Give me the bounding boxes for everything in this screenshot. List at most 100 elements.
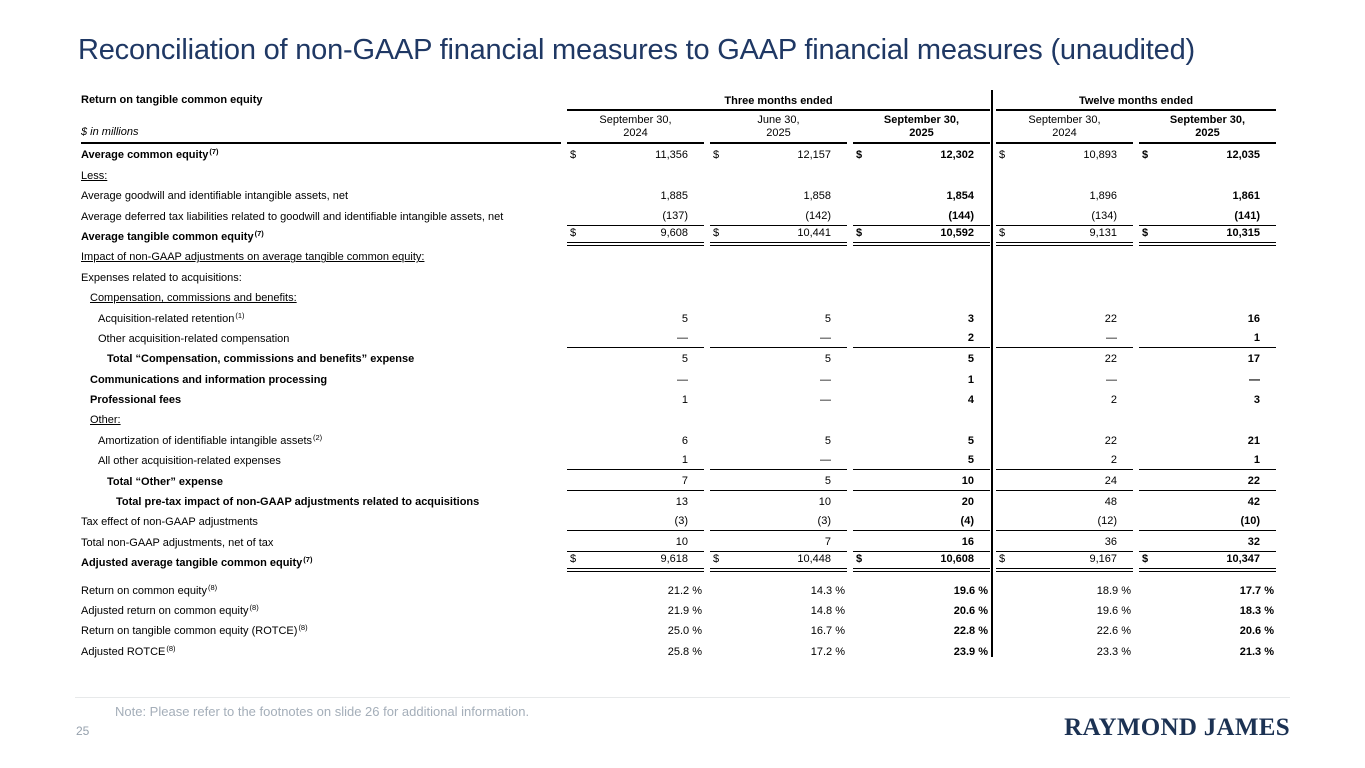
row-label: Communications and information processin… (90, 373, 328, 386)
value-cell (710, 426, 847, 429)
value-cell: $11,356 (570, 149, 688, 162)
row-label: Professional fees (90, 394, 182, 407)
row-label: Adjusted average tangible common equity(… (81, 555, 313, 570)
table-vertical-divider (991, 90, 993, 657)
value-cell: 13 (675, 496, 688, 509)
value-cell: $10,441 (710, 227, 847, 246)
value-cell: 25.0 % (667, 625, 702, 638)
value-cell (710, 263, 847, 266)
table-row: Adjusted average tangible common equity(… (81, 552, 1276, 573)
value-cell: 10 (818, 496, 831, 509)
table-row: Average common equity(7) $11,356 $12,157 $1… (81, 144, 1276, 164)
value-cell: 2 (853, 332, 990, 348)
value-cell: — (677, 373, 688, 386)
table-row: Amortization of identifiable intangible … (81, 429, 1276, 449)
table-row: Average deferred tax liabilities related… (81, 205, 1276, 226)
value-cell (1139, 263, 1276, 266)
value-cell: 20.6 % (953, 604, 988, 617)
currency-symbol: $ (999, 553, 1006, 566)
row-label: Less: (81, 169, 108, 182)
value-cell: 16.7 % (810, 625, 845, 638)
value-cell (853, 182, 990, 185)
value-cell: 1,861 (1232, 190, 1260, 203)
value-cell: 7 (567, 475, 704, 491)
value-cell: 10 (853, 475, 990, 491)
value-cell: 19.6 % (1096, 604, 1131, 617)
table-row: Compensation, commissions and benefits: (81, 287, 1276, 307)
page-title: Reconciliation of non-GAAP financial mea… (78, 34, 1195, 66)
value-cell: 5 (824, 353, 831, 366)
value-cell: — (710, 454, 847, 471)
value-cell: $9,167 (996, 553, 1133, 573)
value-cell: (142) (710, 210, 847, 226)
value-cell (996, 304, 1133, 307)
value-cell: 32 (1139, 536, 1276, 552)
value-cell: $12,157 (713, 149, 831, 162)
row-label: Acquisition-related retention(1) (98, 310, 245, 325)
value-cell: (4) (853, 515, 990, 532)
value-cell (567, 426, 704, 429)
currency-symbol: $ (1142, 149, 1149, 162)
value-cell (996, 263, 1133, 266)
value-cell: 5 (824, 312, 831, 325)
row-label: Total “Compensation, commissions and ben… (107, 353, 415, 366)
value-cell: 14.3 % (810, 584, 845, 597)
value-cell: 2 (996, 454, 1133, 471)
unit-label: $ in millions (81, 126, 561, 144)
row-label: Impact of non-GAAP adjustments on averag… (81, 251, 425, 264)
value-cell (1139, 426, 1276, 429)
row-label: Other acquisition-related compensation (98, 332, 290, 345)
table-row: Average goodwill and identifiable intang… (81, 185, 1276, 205)
value-cell: $9,608 (567, 227, 704, 246)
currency-symbol: $ (999, 226, 1006, 239)
footer-divider (75, 697, 1290, 698)
value-cell: $10,893 (999, 149, 1117, 162)
value-cell: 21 (1247, 434, 1260, 447)
value-cell: 7 (710, 536, 847, 552)
value-cell: (10) (1139, 515, 1276, 532)
table-row: Other acquisition-related compensation — —… (81, 328, 1276, 348)
value-cell (996, 426, 1133, 429)
currency-symbol: $ (570, 226, 577, 239)
value-cell: 22 (1139, 475, 1276, 491)
value-cell (853, 426, 990, 429)
column-header: September 30, 2025 (853, 114, 990, 144)
reconciliation-table: Return on tangible common equity Three m… (81, 90, 1276, 661)
value-cell: 5 (853, 454, 990, 471)
table-row: Total pre-tax impact of non-GAAP adjustm… (81, 491, 1276, 511)
currency-symbol: $ (1142, 553, 1149, 566)
value-cell: — (820, 373, 831, 386)
value-cell: 5 (710, 475, 847, 491)
page-number: 25 (76, 724, 90, 738)
value-cell: 2 (1110, 394, 1117, 407)
value-cell: $10,592 (853, 227, 990, 246)
row-label: Average common equity(7) (81, 147, 219, 162)
value-cell: — (1249, 373, 1260, 386)
value-cell (567, 304, 704, 307)
table-row: Expenses related to acquisitions: (81, 266, 1276, 286)
table-row: Total non-GAAP adjustments, net of tax 10… (81, 531, 1276, 552)
table-row: Communications and information processin… (81, 368, 1276, 388)
value-cell: 23.9 % (953, 645, 988, 658)
value-cell: 5 (967, 434, 974, 447)
value-cell (1139, 182, 1276, 185)
row-label: Adjusted ROTCE(8) (81, 643, 176, 658)
value-cell: 17.7 % (1239, 584, 1274, 597)
value-cell: (3) (567, 515, 704, 532)
value-cell: 18.3 % (1239, 604, 1274, 617)
table-row: Acquisition-related retention(1) 5 5 3 22 16 (81, 307, 1276, 327)
value-cell: 22 (1104, 434, 1117, 447)
value-cell: $12,035 (1142, 149, 1260, 162)
value-cell: $12,302 (856, 149, 974, 162)
row-label: Amortization of identifiable intangible … (98, 432, 323, 447)
column-header: September 30, 2025 (1139, 114, 1276, 144)
value-cell: 1 (1139, 332, 1276, 348)
value-cell: 36 (996, 536, 1133, 552)
currency-symbol: $ (713, 226, 720, 239)
value-cell: 1 (967, 373, 974, 386)
row-label: Compensation, commissions and benefits: (90, 292, 297, 305)
table-row: Return on tangible common equity (ROTCE)… (81, 620, 1276, 640)
row-label: Total pre-tax impact of non-GAAP adjustm… (116, 496, 480, 509)
value-cell: 21.3 % (1239, 645, 1274, 658)
currency-symbol: $ (570, 149, 577, 162)
